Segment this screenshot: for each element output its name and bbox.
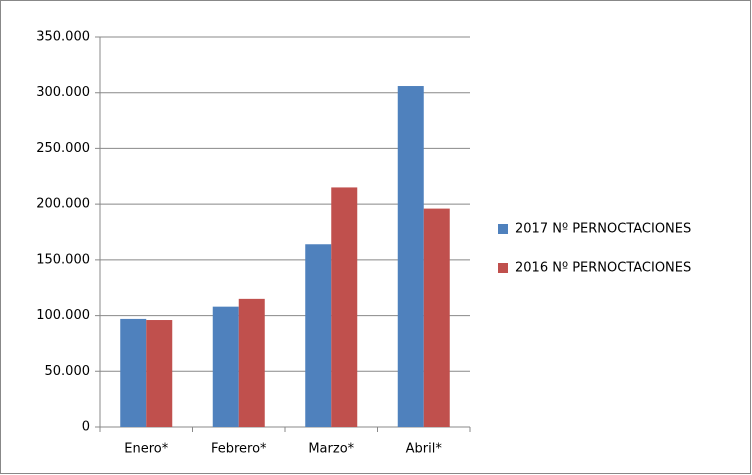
bar xyxy=(238,298,265,427)
bar xyxy=(397,86,424,428)
x-tick-label: Marzo* xyxy=(308,442,354,457)
y-tick-label: 250.000 xyxy=(36,141,90,156)
x-tick-label: Febrero* xyxy=(211,442,267,457)
y-tick-label: 150.000 xyxy=(36,252,90,267)
legend-label: 2016 Nº PERNOCTACIONES xyxy=(515,261,691,276)
bar xyxy=(305,244,332,427)
y-tick-label: 50.000 xyxy=(45,364,91,379)
y-tick-label: 200.000 xyxy=(36,197,90,212)
legend-label: 2017 Nº PERNOCTACIONES xyxy=(515,222,691,237)
y-tick-label: 350.000 xyxy=(36,30,90,45)
bar xyxy=(212,306,239,427)
legend-swatch xyxy=(498,224,508,234)
bar xyxy=(423,208,450,427)
y-tick-label: 100.000 xyxy=(36,308,90,323)
bar xyxy=(146,320,173,427)
y-tick-label: 300.000 xyxy=(36,85,90,100)
legend-swatch xyxy=(498,263,508,273)
x-tick-label: Enero* xyxy=(124,442,168,457)
bar xyxy=(120,318,147,427)
x-tick-label: Abril* xyxy=(406,442,443,457)
y-tick-label: 0 xyxy=(82,420,90,435)
bar xyxy=(331,187,358,427)
